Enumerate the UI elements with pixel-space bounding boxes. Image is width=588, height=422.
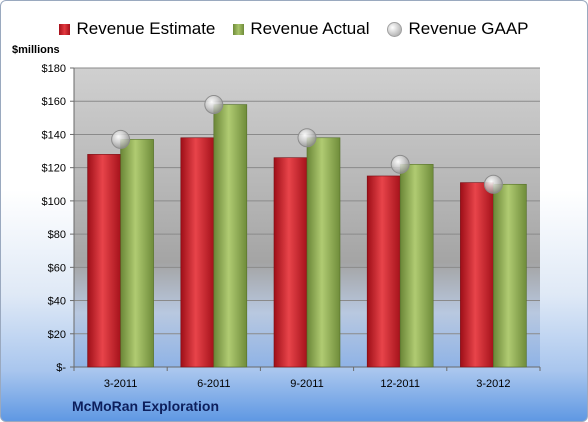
bar-revenue-estimate <box>460 182 494 368</box>
bar-revenue-actual <box>493 183 527 368</box>
x-tick-label: 9-2011 <box>290 378 323 390</box>
bar-revenue-actual <box>306 137 341 368</box>
x-tick-label: 6-2011 <box>197 378 230 390</box>
legend-label-estimate: Revenue Estimate <box>76 19 216 38</box>
legend-label-actual: Revenue Actual <box>250 19 370 38</box>
y-tick-label: $80 <box>48 229 66 241</box>
y-tick-label: $140 <box>42 129 66 141</box>
y-tick-label: $60 <box>48 262 66 274</box>
company-name: McMoRan Exploration <box>72 398 220 414</box>
y-axis-units-label: $millions <box>12 44 60 56</box>
legend-item-gaap: Revenue GAAP <box>387 17 529 41</box>
legend-label-gaap: Revenue GAAP <box>408 19 529 38</box>
legend-item-actual: Revenue Actual <box>233 17 369 41</box>
y-tick-label: $20 <box>48 329 66 341</box>
y-tick-label: $- <box>56 362 66 374</box>
marker-revenue-gaap <box>390 154 410 174</box>
marker-revenue-gaap <box>483 174 503 194</box>
bar-revenue-actual <box>399 164 434 368</box>
x-tick-label: 12-2011 <box>380 378 420 390</box>
bar-revenue-estimate <box>180 137 215 368</box>
y-tick-label: $100 <box>42 196 66 208</box>
bar-revenue-actual <box>120 139 154 368</box>
bar-revenue-estimate <box>273 157 308 368</box>
legend-swatch-actual <box>233 23 245 35</box>
bar-revenue-actual <box>213 104 248 368</box>
legend: Revenue Estimate Revenue Actual Revenue … <box>0 17 588 41</box>
x-tick-label: 3-2011 <box>104 378 137 390</box>
legend-swatch-estimate <box>59 23 71 35</box>
marker-revenue-gaap <box>297 128 317 148</box>
marker-revenue-gaap <box>111 129 131 149</box>
y-tick-label: $120 <box>42 163 66 175</box>
bar-revenue-estimate <box>87 154 121 368</box>
y-tick-label: $180 <box>42 63 66 75</box>
legend-swatch-gaap <box>387 21 403 37</box>
bar-revenue-estimate <box>366 175 401 368</box>
marker-revenue-gaap <box>204 95 224 115</box>
y-tick-label: $40 <box>48 296 66 308</box>
legend-item-estimate: Revenue Estimate <box>59 17 215 41</box>
y-tick-label: $160 <box>42 96 66 108</box>
x-tick-label: 3-2012 <box>476 378 510 390</box>
